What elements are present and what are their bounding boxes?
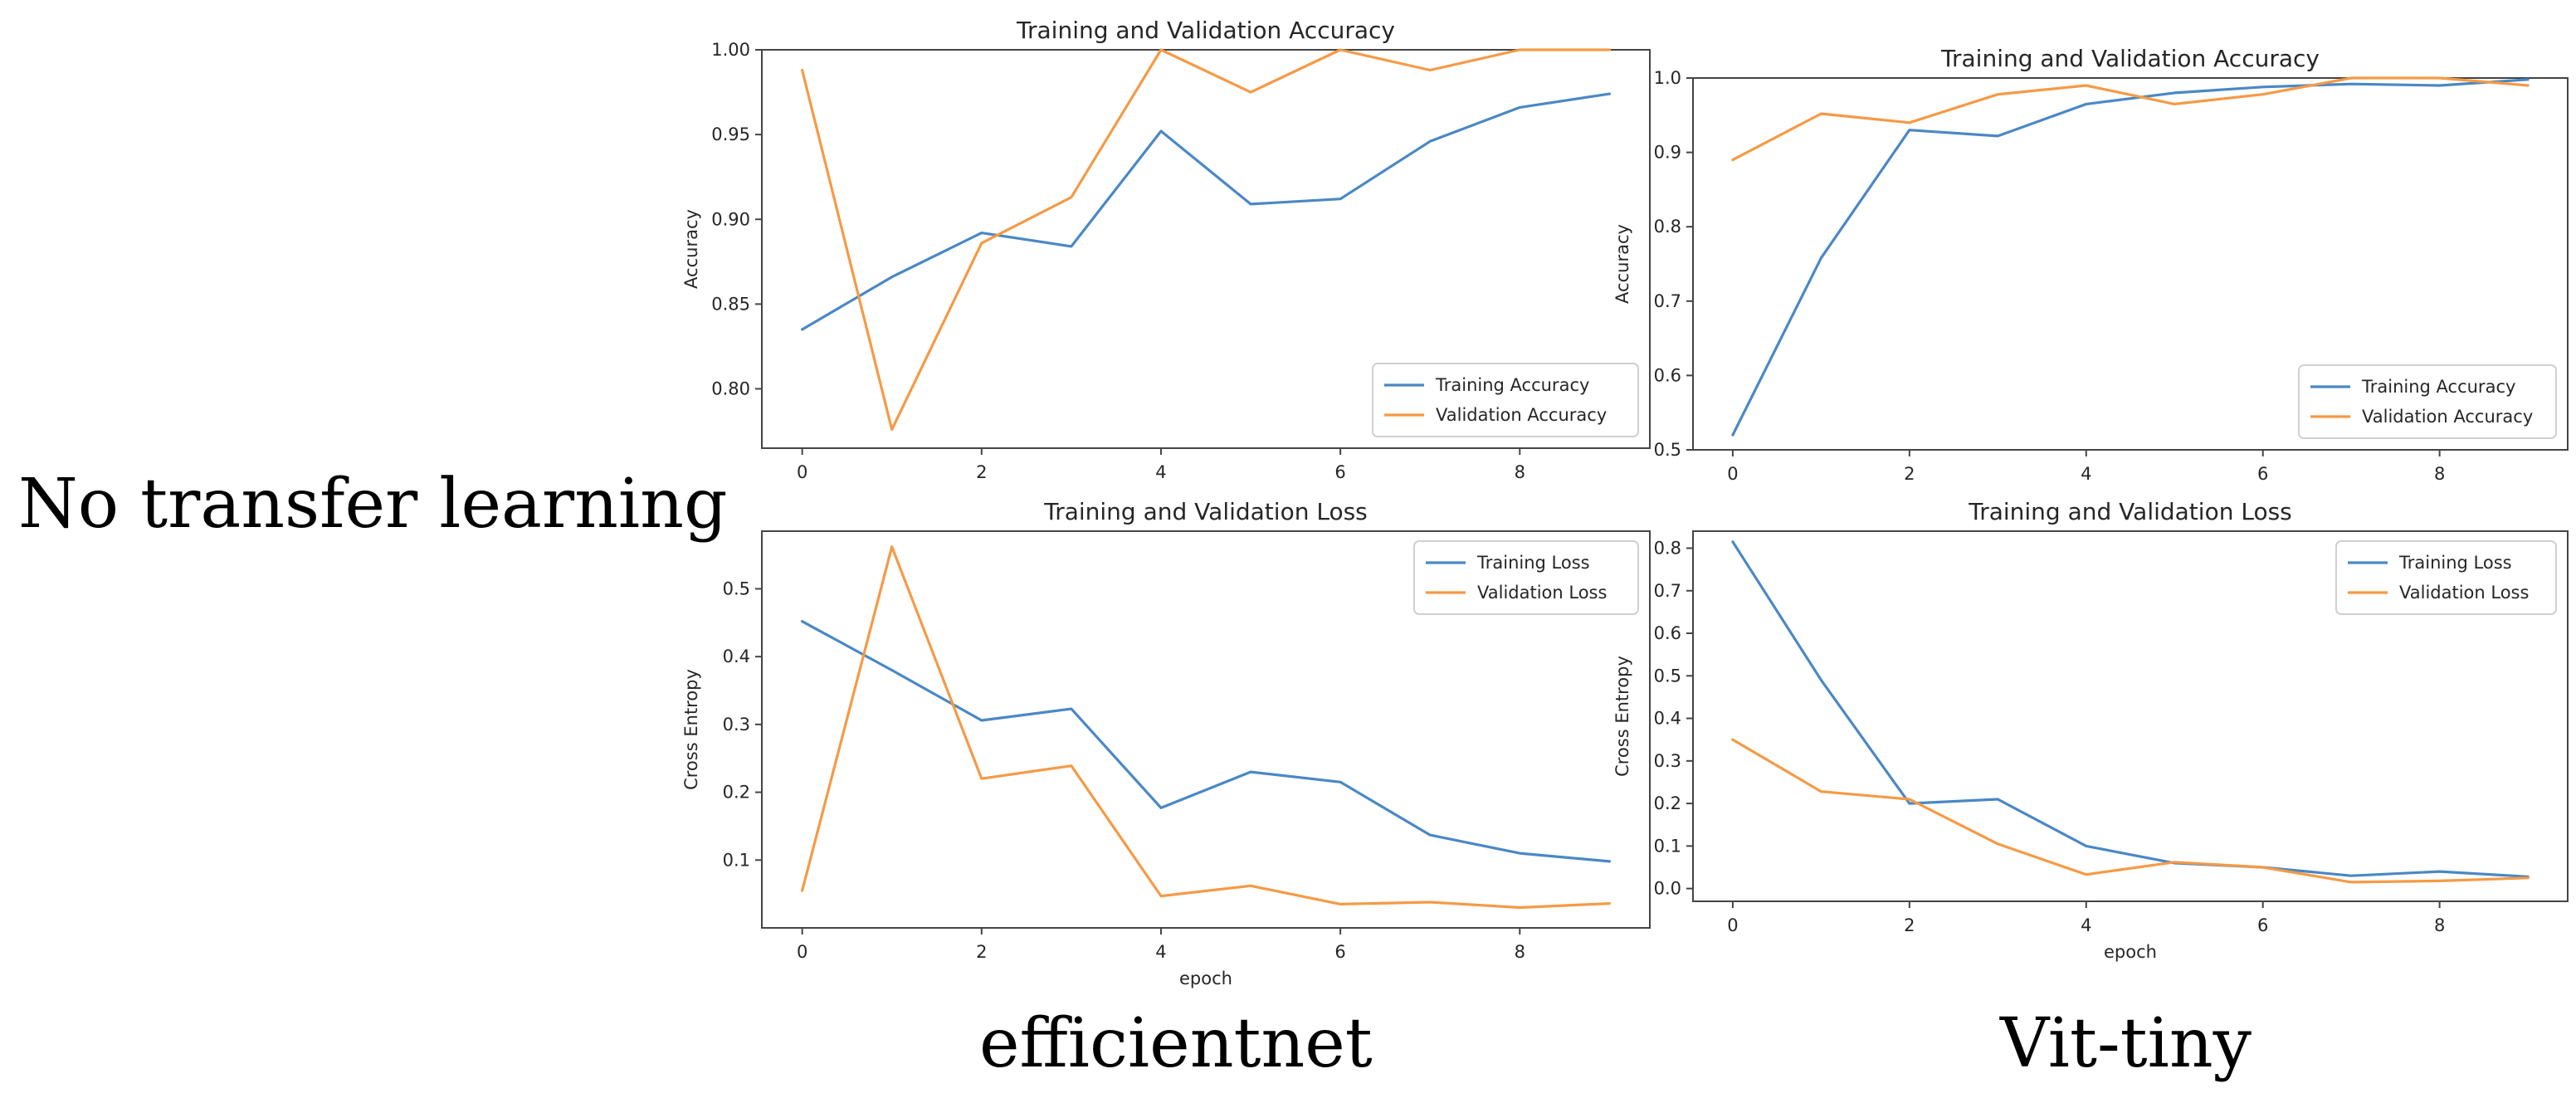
x-axis-label: epoch: [1179, 969, 1232, 988]
x-tick-label: 4: [2081, 915, 2091, 935]
row-label: No transfer learning: [18, 465, 728, 544]
legend: Training Accuracy Validation Accuracy: [2298, 364, 2557, 439]
series-line-training-loss: [800, 620, 1612, 863]
chart-title: Training and Validation Loss: [1043, 498, 1368, 525]
chart-panel-1: Training and Validation Accuracy 0 2 4 6 8 0.8…: [681, 17, 1651, 482]
legend: Training Loss Validation Loss: [1413, 540, 1639, 615]
chart-panel-3: Training and Validation Accuracy 0 2 4 6 8 0.5…: [1612, 45, 2569, 484]
x-tick-label: 0: [1727, 915, 1738, 935]
y-tick-label: 0.5: [1654, 666, 1681, 686]
y-tick-label: 0.1: [723, 850, 750, 870]
y-tick-label: 0.6: [1654, 623, 1681, 643]
legend-label: Training Accuracy: [1435, 375, 1589, 395]
legend-label: Validation Accuracy: [2362, 407, 2533, 427]
y-tick-label: 0.8: [1654, 539, 1681, 559]
legend-box: [1372, 363, 1639, 437]
y-tick-label: 0.95: [711, 124, 750, 144]
y-tick-label: 0.3: [723, 715, 750, 735]
x-tick-label: 2: [976, 942, 987, 962]
chart-title: Training and Validation Accuracy: [1016, 17, 1395, 44]
x-tick-label: 4: [1155, 462, 1166, 482]
x-axis-label: epoch: [2104, 942, 2157, 962]
x-tick-label: 8: [1515, 942, 1525, 962]
series-line-training-accuracy: [800, 92, 1612, 331]
y-tick-label: 0.9: [1654, 143, 1681, 163]
legend: Training Accuracy Validation Accuracy: [1372, 363, 1639, 437]
series-line-validation-loss: [1731, 738, 2530, 884]
legend-label: Validation Loss: [1477, 583, 1607, 603]
series-line-validation-accuracy: [800, 48, 1612, 432]
y-tick-label: 0.85: [711, 294, 750, 314]
legend-box: [1413, 540, 1639, 615]
y-axis-label: Cross Entropy: [1612, 656, 1632, 777]
y-tick-label: 1.00: [711, 40, 750, 60]
x-tick-label: 4: [2081, 464, 2091, 484]
x-tick-label: 6: [1334, 942, 1345, 962]
x-tick-label: 8: [2434, 915, 2445, 935]
y-tick-label: 0.3: [1654, 751, 1681, 771]
column-label-vit-tiny: Vit-tiny: [2000, 1004, 2252, 1083]
legend-box: [2335, 540, 2557, 615]
y-tick-label: 0.8: [1654, 217, 1681, 237]
legend-box: [2298, 364, 2557, 439]
legend-label: Validation Accuracy: [1436, 405, 1607, 425]
x-tick-label: 0: [797, 462, 807, 482]
y-tick-label: 0.5: [1654, 440, 1681, 460]
series-line-validation-loss: [800, 545, 1612, 910]
y-tick-label: 0.1: [1654, 836, 1681, 856]
x-tick-label: 6: [2257, 915, 2268, 935]
column-label-efficientnet: efficientnet: [979, 1004, 1373, 1083]
y-tick-label: 0.4: [723, 647, 750, 666]
series-line-training-accuracy: [1731, 78, 2530, 437]
series-line-validation-accuracy: [1731, 76, 2530, 162]
chart-title: Training and Validation Loss: [1968, 498, 2292, 525]
y-tick-label: 1.0: [1654, 68, 1681, 88]
y-tick-label: 0.90: [711, 209, 750, 229]
y-tick-label: 0.5: [723, 578, 750, 598]
y-axis-label: Accuracy: [681, 209, 701, 289]
x-tick-label: 0: [1727, 464, 1738, 484]
legend-label: Training Accuracy: [2361, 377, 2515, 397]
x-tick-label: 2: [1904, 464, 1915, 484]
y-tick-label: 0.80: [711, 379, 750, 399]
y-tick-label: 0.6: [1654, 365, 1681, 385]
y-tick-label: 0.7: [1654, 581, 1681, 601]
x-tick-label: 8: [2434, 464, 2445, 484]
legend: Training Loss Validation Loss: [2335, 540, 2557, 615]
legend-label: Validation Loss: [2399, 583, 2529, 603]
y-tick-label: 0.7: [1654, 291, 1681, 311]
legend-label: Training Loss: [2398, 553, 2512, 573]
y-axis-label: Accuracy: [1612, 224, 1632, 304]
x-tick-label: 2: [1904, 915, 1915, 935]
x-tick-label: 8: [1515, 462, 1525, 482]
x-tick-label: 6: [1334, 462, 1345, 482]
y-tick-label: 0.2: [1654, 793, 1681, 813]
chart-panel-2: Training and Validation Loss 0 2 4 6 8 0.1 0.2 0…: [681, 498, 1651, 988]
x-tick-label: 6: [2257, 464, 2268, 484]
chart-panel-4: Training and Validation Loss 0 2 4 6 8 0.0 0.1 0…: [1612, 498, 2569, 962]
y-axis-label: Cross Entropy: [681, 669, 701, 790]
y-tick-label: 0.0: [1654, 879, 1681, 899]
x-tick-label: 4: [1155, 942, 1166, 962]
x-tick-label: 2: [976, 462, 987, 482]
x-tick-label: 0: [797, 942, 807, 962]
y-tick-label: 0.4: [1654, 709, 1681, 729]
y-tick-label: 0.2: [723, 783, 750, 803]
chart-title: Training and Validation Accuracy: [1940, 45, 2320, 72]
legend-label: Training Loss: [1476, 553, 1590, 573]
series-line-training-loss: [1731, 540, 2530, 878]
